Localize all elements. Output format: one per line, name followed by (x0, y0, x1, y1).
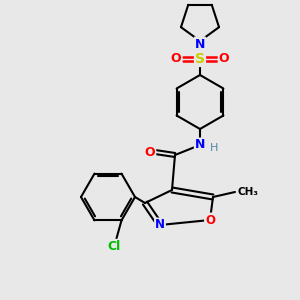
Text: O: O (171, 52, 181, 65)
Text: N: N (155, 218, 165, 232)
Text: O: O (205, 214, 215, 226)
Text: O: O (219, 52, 229, 65)
Text: H: H (210, 143, 218, 153)
Text: N: N (195, 139, 205, 152)
Text: Cl: Cl (108, 240, 121, 253)
Text: CH₃: CH₃ (238, 187, 259, 197)
Text: S: S (195, 52, 205, 66)
Text: O: O (145, 146, 155, 158)
Text: N: N (195, 38, 205, 50)
